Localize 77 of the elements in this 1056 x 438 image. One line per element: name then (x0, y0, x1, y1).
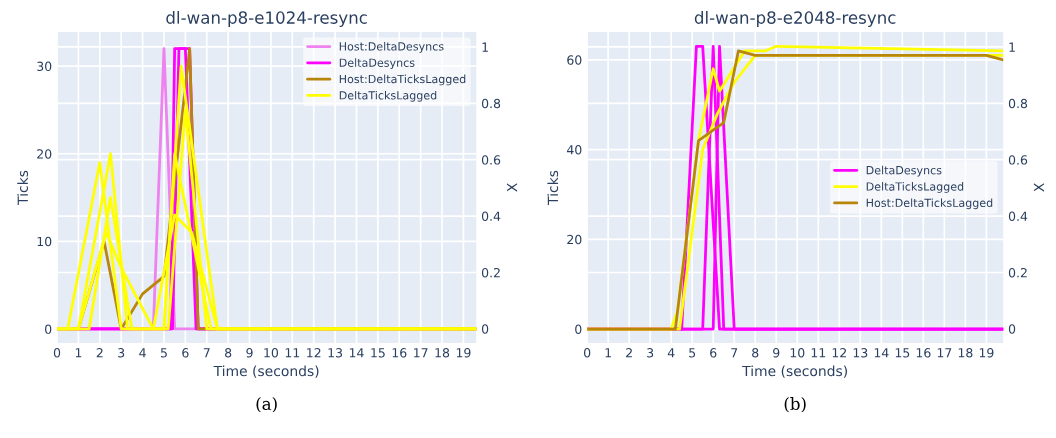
x-tick-label: 15 (895, 348, 910, 358)
y2-tick-label: 0.4 (1008, 211, 1028, 222)
x-tick-label: 9 (773, 348, 780, 358)
x-tick-label: 3 (118, 348, 125, 358)
y2-tick-label: 0.6 (481, 155, 501, 165)
legend-label: Host:DeltaTicksLagged (866, 198, 993, 210)
x-tick-label: 6 (710, 348, 717, 358)
x-tick-label: 14 (349, 348, 364, 358)
legend-label: DeltaTicksLagged (339, 90, 437, 102)
x-tick-label: 14 (874, 348, 889, 358)
y-tick-label: 20 (37, 149, 52, 159)
x-tick-label: 19 (456, 348, 471, 358)
y-tick-label: 30 (37, 61, 52, 72)
x-tick-label: 0 (53, 348, 61, 358)
x-tick-label: 18 (958, 348, 973, 358)
y-tick-label: 40 (566, 145, 582, 155)
x-tick-label: 3 (647, 348, 654, 358)
y-tick-label: 20 (567, 234, 582, 245)
legend-label: DeltaDesyncs (866, 165, 942, 177)
y-tick-label: 0 (575, 324, 582, 334)
x-axis-title: Time (seconds) (742, 365, 847, 378)
x-tick-label: 12 (832, 348, 846, 358)
x-tick-label: 7 (731, 348, 738, 358)
x-tick-label: 18 (435, 348, 450, 358)
legend-label: DeltaDesyncs (339, 58, 415, 70)
x-tick-label: 5 (689, 348, 696, 358)
x-tick-label: 0 (583, 348, 591, 358)
y2-tick-label: 1 (482, 42, 488, 52)
x-tick-label: 8 (225, 348, 232, 358)
y2-tick-label: 0.4 (481, 211, 501, 222)
text: (a) (256, 397, 277, 413)
x-tick-label: 1 (75, 348, 82, 358)
chart-title: dl-wan-p8-e2048-resync (694, 10, 896, 28)
y2-tick-label: 0.8 (1008, 98, 1028, 109)
x-tick-label: 10 (264, 348, 279, 358)
x-tick-label: 12 (307, 348, 321, 358)
y2-tick-label: 0.2 (1008, 267, 1027, 278)
y-axis-title: Ticks (17, 170, 29, 205)
x-tick-label: 8 (752, 348, 759, 358)
y2-tick-label: 0.8 (481, 98, 501, 109)
legend-label: Host:DeltaDesyncs (339, 41, 444, 53)
x-tick-label: 10 (790, 348, 805, 358)
x-axis-title: Time (seconds) (213, 365, 319, 378)
y2-axis-title: X (1033, 183, 1045, 192)
x-tick-label: 9 (246, 348, 253, 358)
x-tick-label: 7 (203, 348, 210, 358)
y-tick-label: 0 (45, 324, 52, 334)
text: (b) (784, 397, 806, 413)
x-tick-label: 11 (285, 348, 300, 358)
x-tick-label: 11 (811, 348, 826, 358)
y-axis-title: Ticks (547, 170, 559, 205)
y2-axis-title: X (506, 183, 518, 192)
legend-label: DeltaTicksLagged (866, 182, 964, 193)
x-tick-label: 13 (328, 348, 343, 358)
x-tick-label: 13 (853, 348, 868, 358)
x-tick-label: 16 (916, 348, 931, 358)
x-tick-label: 17 (937, 348, 952, 358)
y-tick-label: 10 (37, 236, 52, 247)
legend-label: Host:DeltaTicksLagged (339, 74, 466, 86)
y2-tick-label: 1 (1009, 42, 1015, 52)
x-tick-label: 19 (979, 348, 994, 358)
chart-title: dl-wan-p8-e1024-resync (166, 10, 367, 28)
x-tick-label: 16 (392, 348, 407, 358)
x-tick-label: 4 (667, 348, 675, 358)
x-tick-label: 6 (182, 348, 189, 358)
x-tick-label: 1 (605, 348, 611, 358)
y2-tick-label: 0.2 (481, 267, 500, 278)
y-tick-label: 60 (567, 55, 582, 65)
y2-tick-label: 0.6 (1008, 155, 1028, 165)
x-tick-label: 17 (414, 348, 428, 358)
x-tick-label: 2 (96, 348, 103, 358)
x-tick-label: 5 (160, 348, 167, 358)
x-tick-label: 15 (371, 348, 385, 358)
x-tick-label: 4 (139, 348, 146, 358)
x-tick-label: 2 (626, 348, 632, 358)
y2-tick-label: 0 (1008, 324, 1016, 334)
y2-tick-label: 0 (481, 324, 489, 334)
